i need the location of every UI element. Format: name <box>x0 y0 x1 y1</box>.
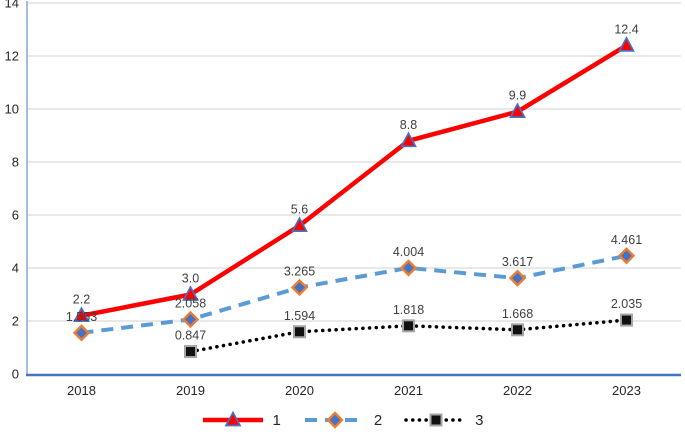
legend-key-3 <box>404 413 468 427</box>
triangle-marker <box>182 285 199 301</box>
square-icon <box>429 413 443 427</box>
legend-label: 2 <box>373 411 383 429</box>
x-tick-label: 2023 <box>612 383 641 398</box>
data-label: 9.9 <box>509 89 526 103</box>
legend-key-1 <box>203 410 264 427</box>
data-label: 1.668 <box>502 307 533 321</box>
data-label: 1.594 <box>284 309 315 323</box>
legend-item-2: 2 <box>303 410 382 430</box>
square-marker <box>184 345 197 359</box>
diamond-marker <box>72 324 91 342</box>
series-2-line <box>81 253 627 335</box>
x-tick-label: 2018 <box>67 383 96 398</box>
series-2-markers <box>72 247 636 342</box>
chart-plot-area: 0 2 4 6 8 10 12 14 2018 2019 2020 2021 2022 2023 2.2 3.… <box>5 0 681 398</box>
data-label: 0.847 <box>175 329 206 343</box>
triangle-marker <box>400 131 417 148</box>
data-label: 12.4 <box>614 22 638 36</box>
data-label: 2.058 <box>175 296 206 310</box>
legend-item-1: 1 <box>201 410 281 430</box>
x-tick-label: 2019 <box>176 383 205 398</box>
y-tick-label: 10 <box>5 102 19 117</box>
data-label: 3.0 <box>182 272 199 286</box>
y-tick-label: 8 <box>12 155 19 170</box>
triangle-marker <box>73 306 90 323</box>
data-label: 3.617 <box>502 255 533 269</box>
data-label: 4.461 <box>611 233 642 247</box>
data-label: 3.265 <box>284 264 315 278</box>
data-label: 1.818 <box>393 303 424 317</box>
square-marker <box>293 325 306 339</box>
data-label: 2.2 <box>73 293 90 307</box>
gridlines <box>27 2 681 322</box>
legend-key-2 <box>304 411 365 429</box>
triangle-icon <box>225 410 242 427</box>
data-label: 8.8 <box>400 118 417 132</box>
y-tick-label: 4 <box>12 261 19 276</box>
square-marker <box>402 319 415 333</box>
data-label: 5.6 <box>291 203 308 217</box>
diamond-marker <box>617 247 636 265</box>
chart-legend: 1 2 3 <box>0 402 685 438</box>
triangle-marker <box>509 102 526 119</box>
square-marker <box>511 323 524 337</box>
diamond-marker <box>290 278 309 297</box>
series-1-line <box>81 43 628 318</box>
x-tick-label: 2021 <box>394 383 423 398</box>
diamond-icon <box>326 411 344 429</box>
square-marker <box>620 313 633 327</box>
triangle-marker <box>291 216 308 232</box>
y-tick-label: 12 <box>5 49 19 64</box>
x-tick-label: 2022 <box>503 383 532 398</box>
series-1-markers <box>73 36 635 323</box>
y-tick-label: 6 <box>12 208 19 223</box>
data-label: 4.004 <box>393 245 424 259</box>
x-tick-label: 2020 <box>285 383 314 398</box>
data-label: 2.035 <box>611 297 642 311</box>
series-3-markers <box>184 313 633 359</box>
y-tick-label: 14 <box>5 0 19 11</box>
diamond-marker <box>181 310 200 329</box>
legend-item-3: 3 <box>404 410 484 430</box>
triangle-marker <box>618 36 635 52</box>
legend-label: 3 <box>475 411 484 429</box>
y-tick-label: 0 <box>12 367 19 382</box>
diamond-marker <box>399 259 418 277</box>
legend-label: 1 <box>272 411 281 429</box>
y-tick-label: 2 <box>12 314 19 329</box>
diamond-marker <box>508 269 527 287</box>
data-label: 1.553 <box>66 310 97 324</box>
